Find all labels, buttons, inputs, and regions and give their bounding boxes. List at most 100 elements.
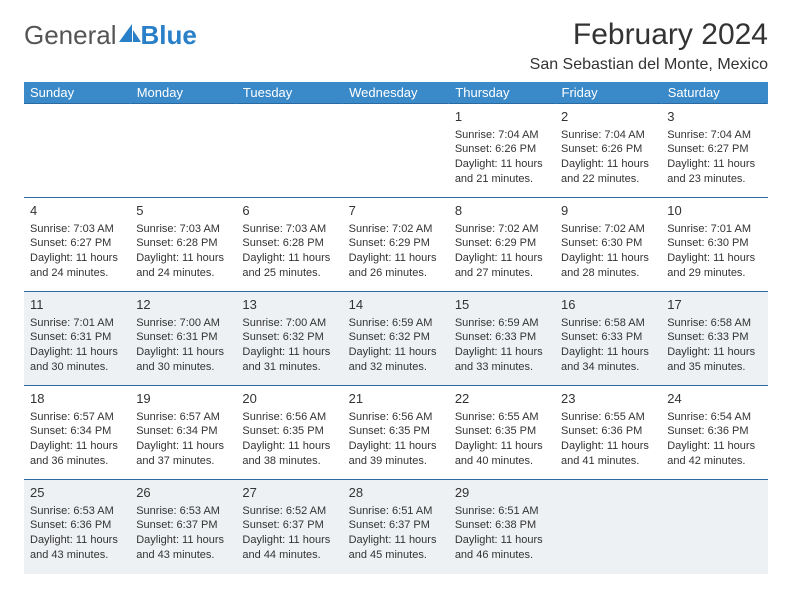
calendar-day-cell — [555, 480, 661, 574]
daylight-text: Daylight: 11 hours and 43 minutes. — [136, 533, 230, 563]
weekday-header: Tuesday — [236, 82, 342, 104]
day-number: 14 — [349, 296, 443, 314]
sunrise-text: Sunrise: 6:58 AM — [667, 316, 761, 331]
sunset-text: Sunset: 6:36 PM — [30, 518, 124, 533]
logo-text-blue: Blue — [141, 22, 197, 48]
daylight-text: Daylight: 11 hours and 30 minutes. — [136, 345, 230, 375]
calendar-day-cell — [661, 480, 767, 574]
calendar-day-cell: 29Sunrise: 6:51 AMSunset: 6:38 PMDayligh… — [449, 480, 555, 574]
sunrise-text: Sunrise: 6:55 AM — [561, 410, 655, 425]
month-title: February 2024 — [530, 18, 768, 52]
sunrise-text: Sunrise: 7:03 AM — [242, 222, 336, 237]
day-number: 10 — [667, 202, 761, 220]
sunrise-text: Sunrise: 6:51 AM — [349, 504, 443, 519]
day-number: 26 — [136, 484, 230, 502]
sunset-text: Sunset: 6:28 PM — [242, 236, 336, 251]
daylight-text: Daylight: 11 hours and 44 minutes. — [242, 533, 336, 563]
sunrise-text: Sunrise: 6:54 AM — [667, 410, 761, 425]
weekday-header: Wednesday — [343, 82, 449, 104]
sunset-text: Sunset: 6:35 PM — [455, 424, 549, 439]
calendar-day-cell: 14Sunrise: 6:59 AMSunset: 6:32 PMDayligh… — [343, 292, 449, 386]
calendar-body: 1Sunrise: 7:04 AMSunset: 6:26 PMDaylight… — [24, 104, 768, 574]
sunrise-text: Sunrise: 7:03 AM — [30, 222, 124, 237]
day-number: 2 — [561, 108, 655, 126]
daylight-text: Daylight: 11 hours and 25 minutes. — [242, 251, 336, 281]
day-number: 13 — [242, 296, 336, 314]
day-number: 22 — [455, 390, 549, 408]
calendar-day-cell: 25Sunrise: 6:53 AMSunset: 6:36 PMDayligh… — [24, 480, 130, 574]
daylight-text: Daylight: 11 hours and 23 minutes. — [667, 157, 761, 187]
weekday-header: Saturday — [661, 82, 767, 104]
sunrise-text: Sunrise: 6:58 AM — [561, 316, 655, 331]
day-number: 6 — [242, 202, 336, 220]
sunset-text: Sunset: 6:33 PM — [667, 330, 761, 345]
sunset-text: Sunset: 6:27 PM — [30, 236, 124, 251]
calendar-day-cell: 24Sunrise: 6:54 AMSunset: 6:36 PMDayligh… — [661, 386, 767, 480]
calendar-day-cell: 17Sunrise: 6:58 AMSunset: 6:33 PMDayligh… — [661, 292, 767, 386]
sunset-text: Sunset: 6:36 PM — [561, 424, 655, 439]
sunset-text: Sunset: 6:29 PM — [349, 236, 443, 251]
sunrise-text: Sunrise: 7:01 AM — [30, 316, 124, 331]
daylight-text: Daylight: 11 hours and 31 minutes. — [242, 345, 336, 375]
sunrise-text: Sunrise: 6:51 AM — [455, 504, 549, 519]
sunrise-text: Sunrise: 7:02 AM — [561, 222, 655, 237]
sunset-text: Sunset: 6:33 PM — [561, 330, 655, 345]
sunrise-text: Sunrise: 6:57 AM — [136, 410, 230, 425]
day-number: 5 — [136, 202, 230, 220]
sunrise-text: Sunrise: 6:59 AM — [455, 316, 549, 331]
sunrise-text: Sunrise: 7:04 AM — [455, 128, 549, 143]
daylight-text: Daylight: 11 hours and 22 minutes. — [561, 157, 655, 187]
daylight-text: Daylight: 11 hours and 45 minutes. — [349, 533, 443, 563]
sunset-text: Sunset: 6:33 PM — [455, 330, 549, 345]
daylight-text: Daylight: 11 hours and 24 minutes. — [30, 251, 124, 281]
daylight-text: Daylight: 11 hours and 32 minutes. — [349, 345, 443, 375]
calendar-day-cell: 1Sunrise: 7:04 AMSunset: 6:26 PMDaylight… — [449, 104, 555, 198]
daylight-text: Daylight: 11 hours and 26 minutes. — [349, 251, 443, 281]
sunset-text: Sunset: 6:30 PM — [667, 236, 761, 251]
day-number: 15 — [455, 296, 549, 314]
sunset-text: Sunset: 6:29 PM — [455, 236, 549, 251]
sunrise-text: Sunrise: 7:03 AM — [136, 222, 230, 237]
sunset-text: Sunset: 6:27 PM — [667, 142, 761, 157]
location: San Sebastian del Monte, Mexico — [530, 56, 768, 74]
sunset-text: Sunset: 6:31 PM — [136, 330, 230, 345]
day-number: 23 — [561, 390, 655, 408]
calendar-day-cell: 8Sunrise: 7:02 AMSunset: 6:29 PMDaylight… — [449, 198, 555, 292]
sunrise-text: Sunrise: 7:04 AM — [561, 128, 655, 143]
sunrise-text: Sunrise: 6:55 AM — [455, 410, 549, 425]
day-number: 8 — [455, 202, 549, 220]
calendar-day-cell: 22Sunrise: 6:55 AMSunset: 6:35 PMDayligh… — [449, 386, 555, 480]
day-number: 17 — [667, 296, 761, 314]
calendar-day-cell: 6 Sunrise: 7:03 AMSunset: 6:28 PMDaylight… — [236, 198, 342, 292]
daylight-text: Daylight: 11 hours and 43 minutes. — [30, 533, 124, 563]
calendar-day-cell: 15Sunrise: 6:59 AMSunset: 6:33 PMDayligh… — [449, 292, 555, 386]
sunrise-text: Sunrise: 7:02 AM — [455, 222, 549, 237]
day-number: 4 — [30, 202, 124, 220]
sunset-text: Sunset: 6:26 PM — [455, 142, 549, 157]
calendar-day-cell: 2Sunrise: 7:04 AMSunset: 6:26 PMDaylight… — [555, 104, 661, 198]
calendar-day-cell: 13Sunrise: 7:00 AMSunset: 6:32 PMDayligh… — [236, 292, 342, 386]
day-number: 19 — [136, 390, 230, 408]
day-number: 20 — [242, 390, 336, 408]
daylight-text: Daylight: 11 hours and 42 minutes. — [667, 439, 761, 469]
sunset-text: Sunset: 6:34 PM — [136, 424, 230, 439]
sunset-text: Sunset: 6:35 PM — [349, 424, 443, 439]
calendar-page: General Blue February 2024 San Sebastian… — [0, 0, 792, 574]
sunrise-text: Sunrise: 7:02 AM — [349, 222, 443, 237]
day-number: 7 — [349, 202, 443, 220]
calendar-day-cell: 18Sunrise: 6:57 AMSunset: 6:34 PMDayligh… — [24, 386, 130, 480]
calendar-day-cell — [24, 104, 130, 198]
calendar-day-cell — [236, 104, 342, 198]
sunset-text: Sunset: 6:34 PM — [30, 424, 124, 439]
sunrise-text: Sunrise: 6:56 AM — [242, 410, 336, 425]
day-number: 18 — [30, 390, 124, 408]
calendar-week-row: 25Sunrise: 6:53 AMSunset: 6:36 PMDayligh… — [24, 480, 768, 574]
daylight-text: Daylight: 11 hours and 21 minutes. — [455, 157, 549, 187]
day-number: 25 — [30, 484, 124, 502]
calendar-day-cell: 7 Sunrise: 7:02 AMSunset: 6:29 PMDaylight… — [343, 198, 449, 292]
day-number: 3 — [667, 108, 761, 126]
calendar-day-cell — [130, 104, 236, 198]
calendar-week-row: 18Sunrise: 6:57 AMSunset: 6:34 PMDayligh… — [24, 386, 768, 480]
header: General Blue February 2024 San Sebastian… — [24, 18, 768, 74]
day-number: 21 — [349, 390, 443, 408]
